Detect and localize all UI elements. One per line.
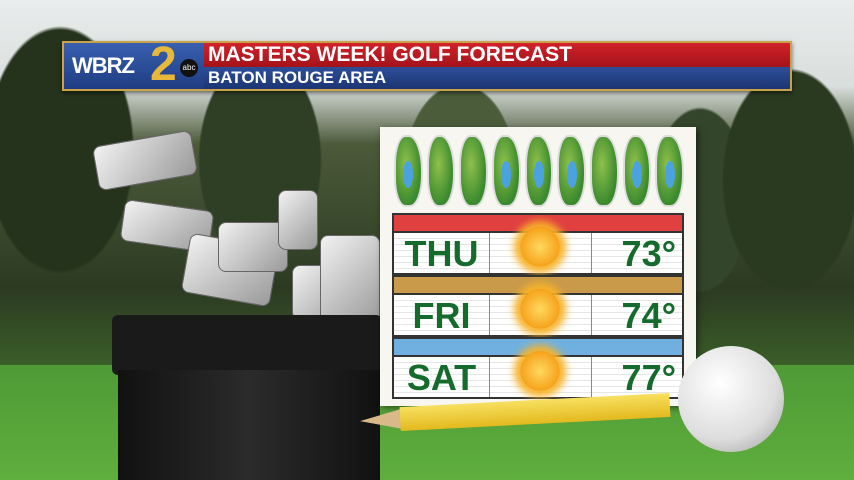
forecast-row-sat: SAT 77° [392, 337, 684, 399]
station-logo: WBRZ 2 abc [64, 39, 204, 91]
sunny-icon [520, 289, 560, 329]
golf-ball [678, 346, 784, 452]
title-banner: WBRZ 2 abc MASTERS WEEK! GOLF FORECAST B… [62, 39, 792, 91]
golf-holes-map [394, 135, 685, 207]
banner-subtitle: BATON ROUGE AREA [208, 68, 387, 87]
golf-bag [118, 370, 380, 480]
forecast-row-thu: THU 73° [392, 213, 684, 275]
forecast-row-fri: FRI 74° [392, 275, 684, 337]
golf-bag-top [112, 315, 382, 375]
banner-title: MASTERS WEEK! GOLF FORECAST [208, 43, 572, 66]
sunny-icon [520, 351, 560, 391]
pencil-tip [359, 408, 403, 432]
forecast-board: THU 73° FRI 74° SAT 77° [380, 127, 696, 406]
sunny-icon [520, 227, 560, 267]
